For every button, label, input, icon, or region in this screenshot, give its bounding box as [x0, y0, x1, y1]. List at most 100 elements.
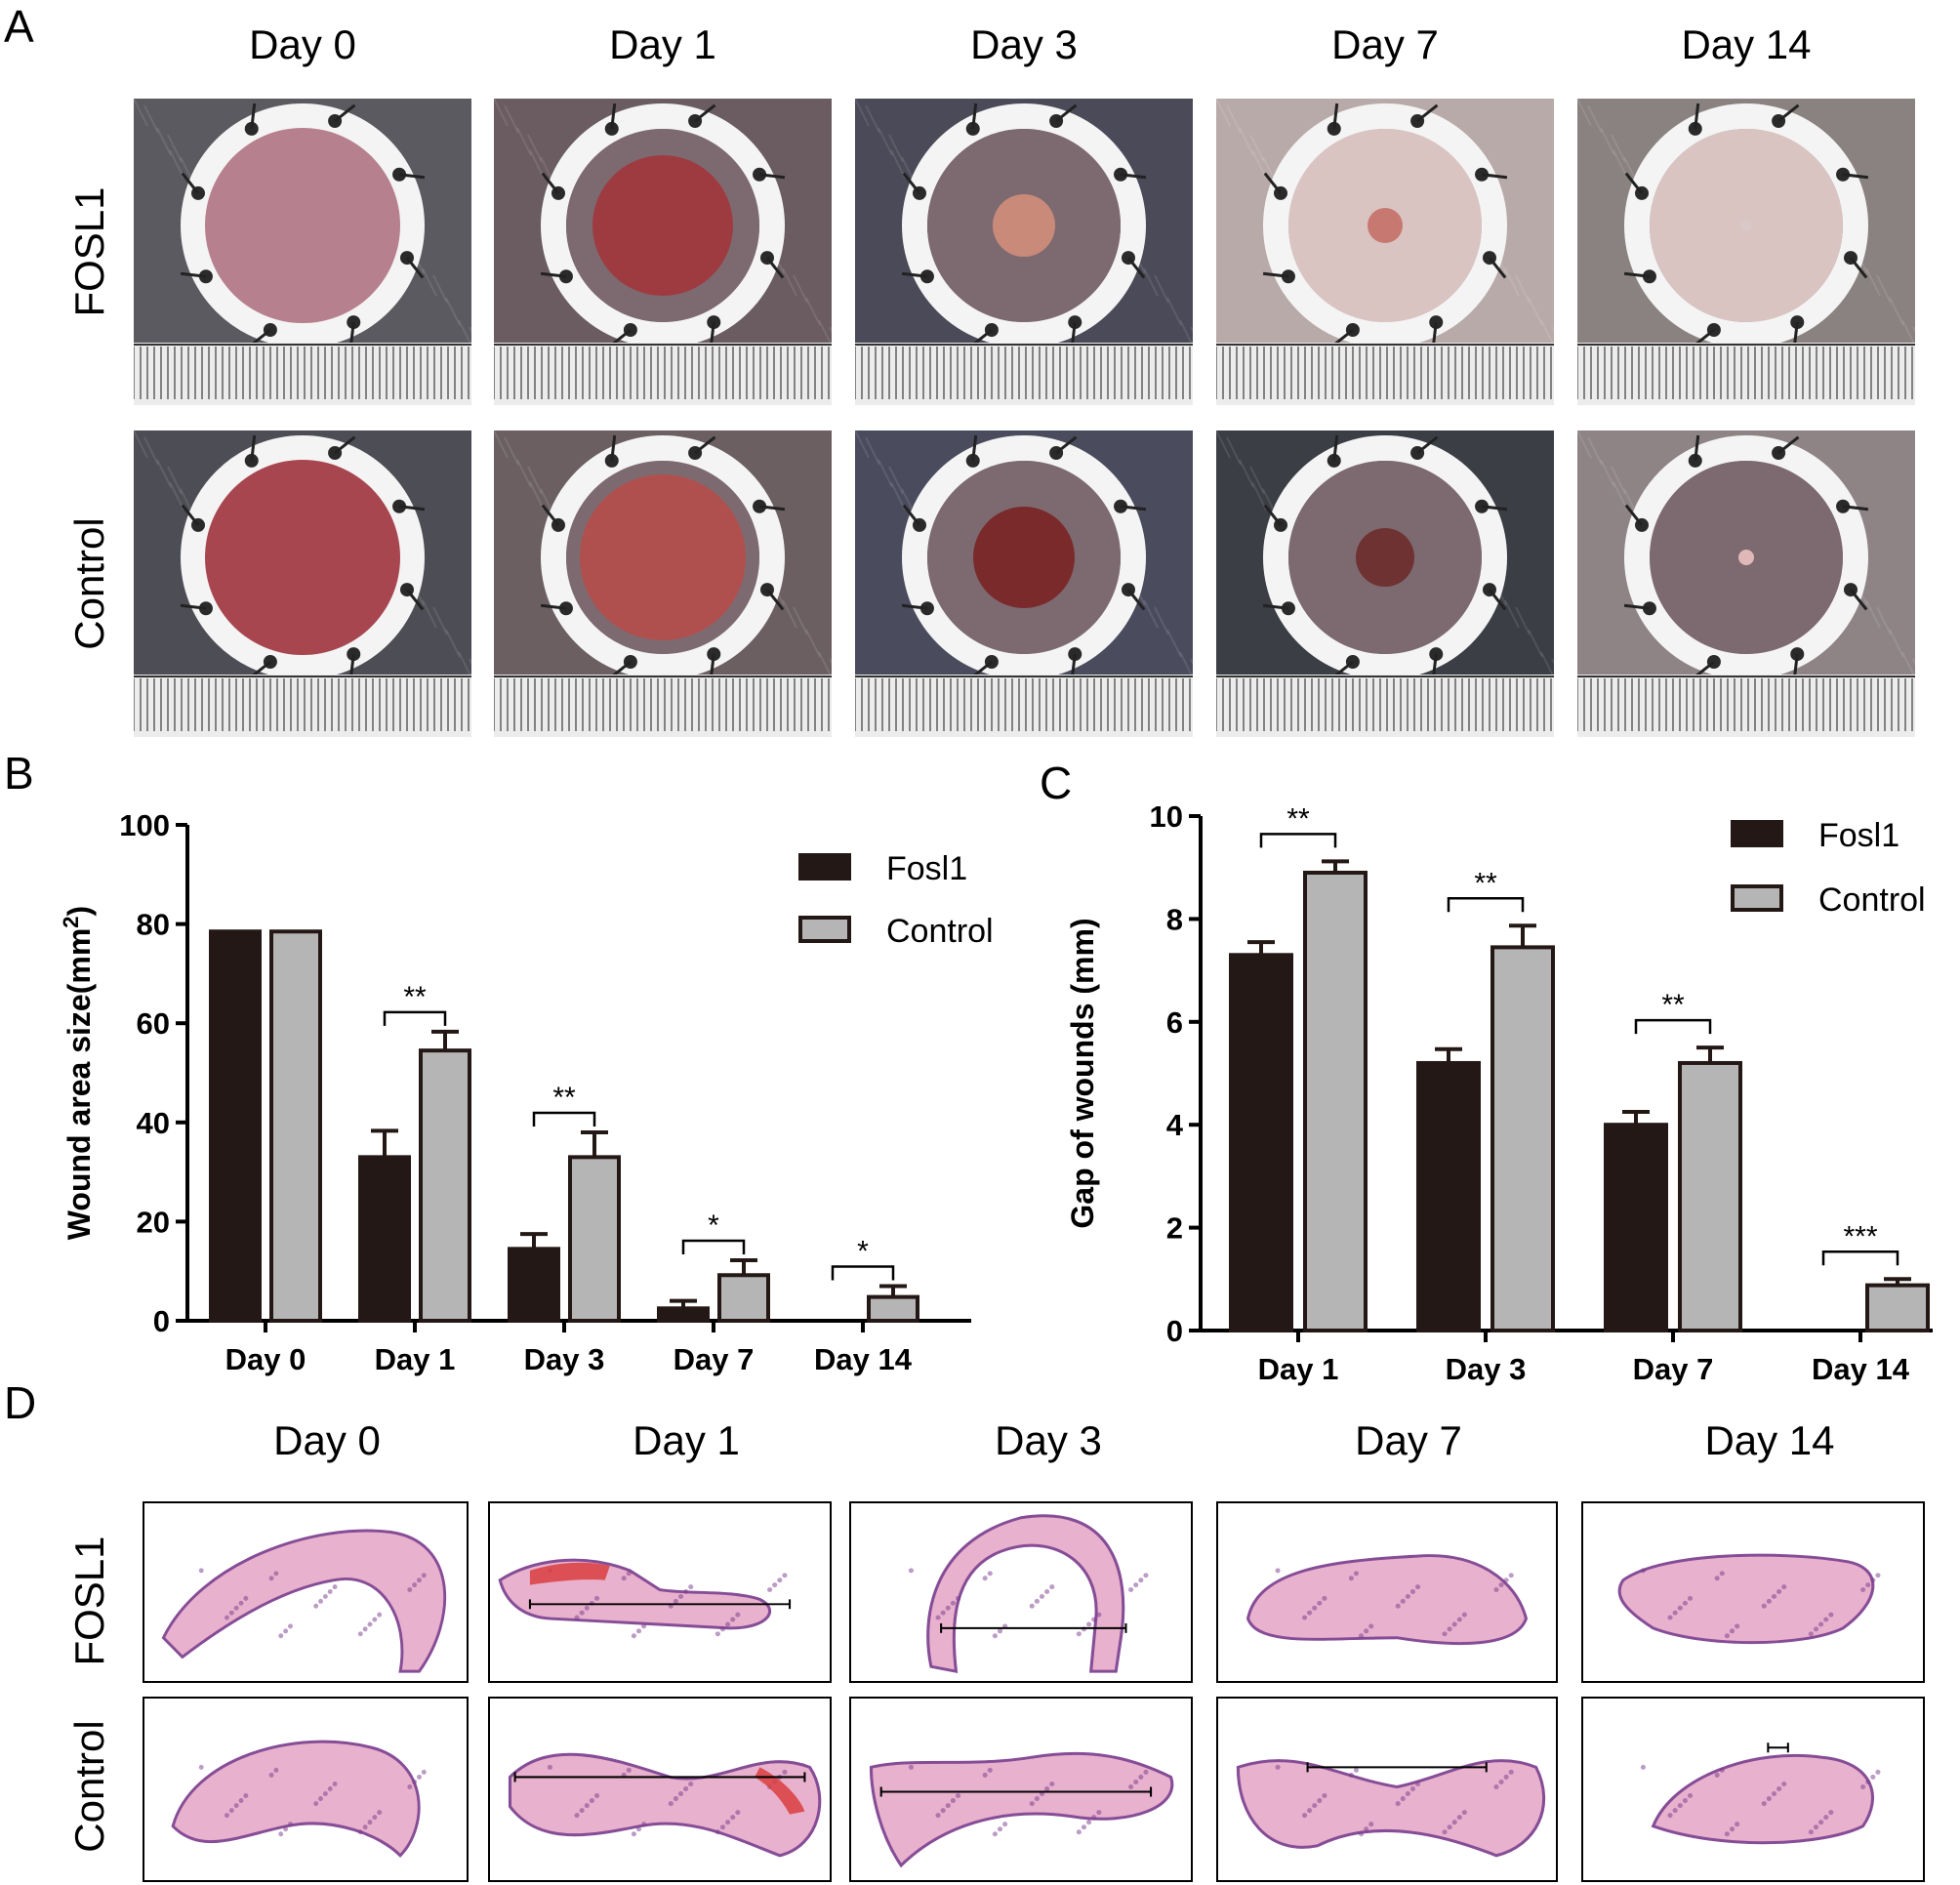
wound-photo: [1577, 99, 1915, 405]
significance-bracket: [383, 1010, 447, 1026]
y-tick-label: 40: [137, 1106, 170, 1140]
legend-label-fosl1: Fosl1: [1818, 817, 1899, 854]
error-bar: [581, 1129, 608, 1158]
error-bar: [431, 1029, 459, 1051]
panel-a-col-day0: Day 0: [249, 21, 356, 67]
panel-a-row-control: Control: [66, 517, 112, 650]
x-tick-label: Day 3: [524, 1342, 605, 1376]
y-tick-label: 6: [1166, 1005, 1183, 1040]
wound-photo: [1216, 430, 1554, 737]
significance-bracket: [532, 1111, 596, 1127]
significance-marker: **: [552, 1082, 576, 1114]
y-tick-label: 80: [137, 908, 170, 942]
wound-photo: [134, 430, 471, 737]
histology-section: [143, 1697, 469, 1882]
panel-d-letter: D: [4, 1377, 37, 1428]
panel-d-col-day7: Day 7: [1355, 1417, 1462, 1463]
error-bar: [1622, 1110, 1650, 1126]
y-tick-label: 2: [1166, 1211, 1183, 1246]
significance-marker: **: [403, 981, 427, 1013]
error-bar: [1322, 859, 1349, 873]
y-tick-label: 10: [1150, 799, 1183, 834]
panel-d-col-day1: Day 1: [633, 1417, 740, 1463]
panel-d-col-day3: Day 3: [995, 1417, 1102, 1463]
legend-swatch-control: [798, 916, 851, 943]
bar-fosl1: [508, 1247, 560, 1323]
bar-control: [419, 1048, 471, 1323]
chart-c-gap-of-wounds: 0 2 4 6 8 10 Gap of wounds (mm) ** Day 1 ** Day 3 *…: [1065, 799, 1933, 1386]
bar-fosl1: [657, 1306, 710, 1323]
panel-a-col-day1: Day 1: [609, 21, 716, 67]
error-bar: [730, 1258, 757, 1276]
wound-photo: [1216, 99, 1554, 405]
panel-a-letter: A: [4, 1, 34, 52]
bar-control: [568, 1155, 621, 1323]
y-tick-label: 0: [153, 1304, 170, 1338]
significance-bracket: [1447, 897, 1525, 913]
error-bar: [1884, 1277, 1911, 1286]
significance-bracket: [1821, 1250, 1899, 1266]
significance-bracket: [1634, 1018, 1712, 1035]
legend-label-fosl1: Fosl1: [886, 850, 967, 887]
significance-marker: ***: [1843, 1220, 1877, 1252]
histology-section: [849, 1697, 1193, 1882]
histology-section: [849, 1501, 1193, 1683]
legend-label-control: Control: [1818, 881, 1926, 919]
significance-marker: **: [1286, 802, 1310, 835]
error-bar: [670, 1298, 697, 1309]
bar-fosl1: [1229, 953, 1293, 1332]
histology-section: [488, 1697, 832, 1882]
legend-label-control: Control: [886, 913, 994, 950]
bar-fosl1: [1604, 1123, 1668, 1333]
histology-section: [1216, 1501, 1558, 1683]
histology-section: [143, 1501, 469, 1683]
error-bar: [879, 1284, 907, 1297]
legend-swatch-control: [1731, 884, 1783, 912]
wound-photo: [494, 430, 832, 737]
error-bar: [371, 1128, 398, 1158]
significance-marker: *: [708, 1209, 719, 1242]
x-tick-label: Day 7: [674, 1342, 755, 1376]
histology-section: [1581, 1501, 1925, 1683]
bar-fosl1: [1416, 1060, 1481, 1332]
error-bar: [520, 1232, 548, 1250]
x-tick-label: Day 0: [225, 1342, 306, 1376]
x-tick-label: Day 14: [814, 1342, 913, 1376]
y-tick-label: 4: [1166, 1108, 1184, 1142]
y-tick-label: 0: [1166, 1314, 1183, 1348]
error-bar: [1509, 923, 1536, 948]
bar-fosl1: [358, 1155, 411, 1323]
wound-photo: [855, 99, 1193, 405]
panel-a-row-fosl1: FOSL1: [66, 186, 112, 317]
significance-marker: **: [1474, 867, 1497, 899]
panel-d-col-day0: Day 0: [273, 1417, 381, 1463]
wound-photo: [494, 99, 832, 405]
y-tick-label: 60: [137, 1006, 170, 1041]
x-tick-label: Day 14: [1812, 1352, 1910, 1386]
y-tick-label: 100: [119, 808, 170, 842]
panel-a-col-day14: Day 14: [1681, 21, 1812, 67]
bar-control: [1678, 1060, 1742, 1332]
significance-bracket: [1259, 833, 1337, 848]
bar-control: [269, 929, 322, 1323]
legend-swatch-fosl1: [798, 853, 851, 881]
significance-bracket: [831, 1265, 895, 1281]
panel-b-letter: B: [4, 748, 34, 799]
significance-marker: *: [857, 1235, 869, 1267]
bar-control: [717, 1273, 770, 1324]
significance-bracket: [681, 1239, 746, 1255]
error-bar: [1696, 1045, 1724, 1063]
error-bar: [1435, 1046, 1462, 1063]
panel-d-col-day14: Day 14: [1704, 1417, 1835, 1463]
histology-section: [1216, 1697, 1558, 1882]
panel-c-letter: C: [1040, 758, 1073, 808]
x-tick-label: Day 7: [1633, 1352, 1714, 1386]
y-tick-label: 20: [137, 1205, 170, 1239]
bar-control: [1303, 870, 1368, 1332]
wound-photo: [855, 430, 1193, 737]
y-axis-label: Wound area size(mm2): [59, 906, 97, 1240]
legend-swatch-fosl1: [1731, 820, 1783, 847]
y-tick-label: 8: [1166, 902, 1183, 936]
x-tick-label: Day 3: [1446, 1352, 1527, 1386]
